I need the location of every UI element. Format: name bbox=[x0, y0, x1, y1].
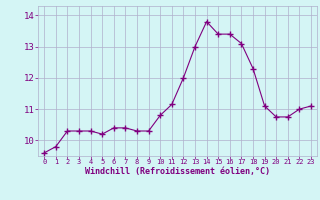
X-axis label: Windchill (Refroidissement éolien,°C): Windchill (Refroidissement éolien,°C) bbox=[85, 167, 270, 176]
